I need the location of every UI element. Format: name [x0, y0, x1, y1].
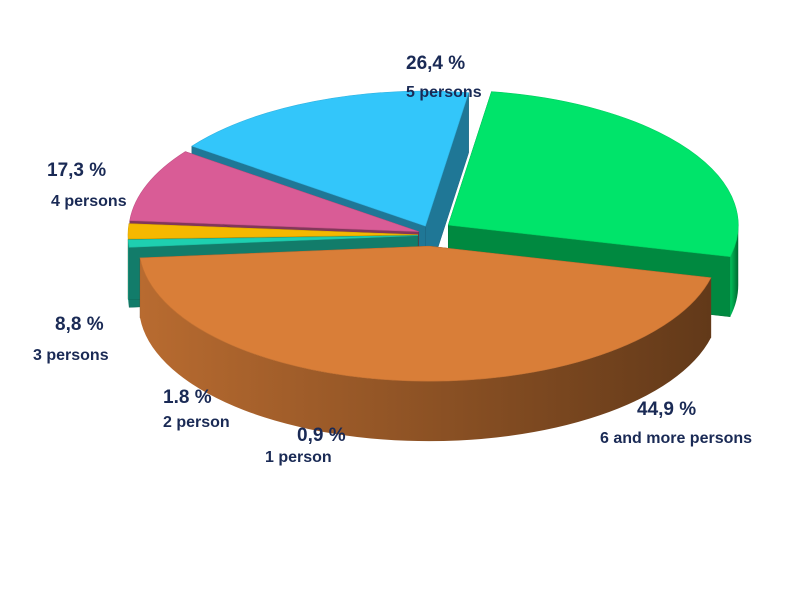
slice-pct-label: 0,9 % [297, 425, 346, 446]
slice-pct-label: 17,3 % [47, 160, 106, 181]
pie-slice [139, 245, 712, 442]
slice-pct-label: 26,4 % [406, 53, 465, 74]
slice-pct-label: 44,9 % [637, 399, 696, 420]
slice-category-label: 6 and more persons [600, 430, 752, 447]
slice-pct-label: 8,8 % [55, 314, 104, 335]
slice-pct-label: 1.8 % [163, 387, 212, 408]
slice-category-label: 4 persons [51, 193, 127, 210]
slice-category-label: 5 persons [406, 84, 482, 101]
slice-category-label: 2 person [163, 414, 230, 431]
slice-category-label: 1 person [265, 449, 332, 466]
slice-category-label: 3 persons [33, 347, 109, 364]
